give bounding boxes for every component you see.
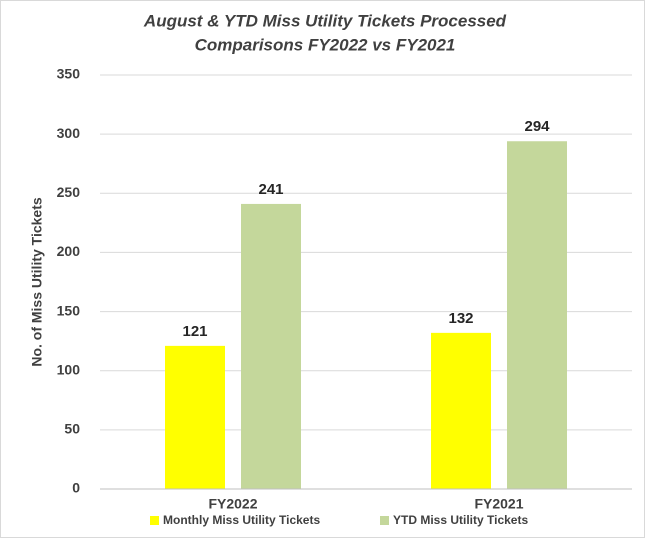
bar — [165, 345, 225, 489]
data-label: 121 — [182, 323, 207, 340]
chart-title: Comparisons FY2022 vs FY2021 — [195, 35, 456, 54]
x-tick-label: FY2022 — [208, 496, 257, 512]
chart-title: August & YTD Miss Utility Tickets Proces… — [143, 11, 507, 30]
data-label: 294 — [524, 118, 550, 135]
y-tick-label: 300 — [57, 125, 81, 141]
y-axis-label: No. of Miss Utility Tickets — [29, 197, 45, 367]
bar — [431, 332, 491, 489]
legend-swatch — [150, 516, 159, 525]
x-tick-label: FY2021 — [474, 496, 523, 512]
legend-label: YTD Miss Utility Tickets — [393, 513, 528, 527]
y-tick-label: 250 — [57, 184, 81, 200]
data-label: 132 — [448, 310, 473, 327]
bar — [507, 141, 567, 490]
y-tick-label: 150 — [57, 302, 81, 318]
y-tick-label: 100 — [57, 361, 81, 377]
data-label: 241 — [258, 181, 283, 198]
y-tick-label: 350 — [57, 66, 81, 82]
y-tick-label: 200 — [57, 243, 81, 259]
legend-swatch — [380, 516, 389, 525]
y-tick-label: 50 — [64, 421, 80, 437]
y-tick-label: 0 — [72, 480, 80, 496]
legend-label: Monthly Miss Utility Tickets — [163, 513, 320, 527]
bar — [241, 203, 301, 489]
